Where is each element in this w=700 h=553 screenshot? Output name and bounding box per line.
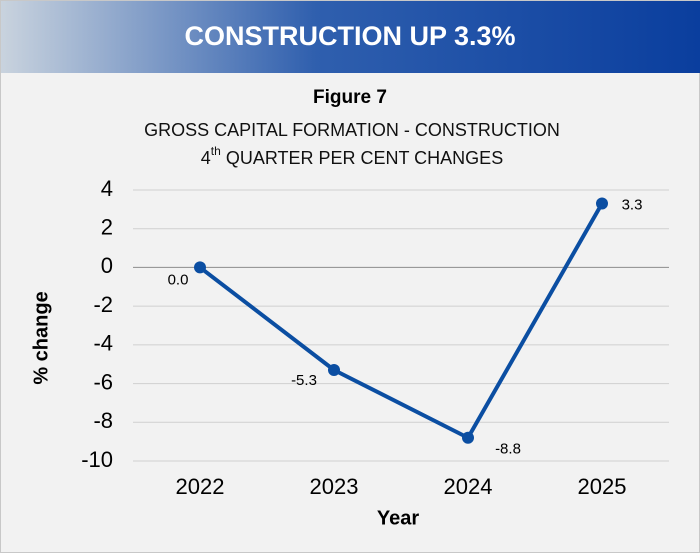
figure-label: Figure 7 (313, 87, 387, 108)
chart-title: GROSS CAPITAL FORMATION - CONSTRUCTION (144, 120, 560, 140)
x-tick-label: 2022 (176, 474, 225, 499)
x-tick-label: 2025 (578, 474, 627, 499)
marker (462, 431, 474, 444)
data-label: -5.3 (291, 372, 317, 389)
y-tick-label: 4 (101, 176, 113, 201)
y-axis-label: % change (30, 291, 52, 384)
line (198, 202, 604, 440)
data-label: -8.8 (495, 441, 521, 458)
subtitle-superscript: th (211, 144, 221, 158)
x-tick-label: 2023 (310, 474, 359, 499)
subtitle-number: 4 (201, 148, 211, 168)
y-tick-label: -6 (93, 369, 113, 394)
x-tick-label: 2024 (444, 474, 493, 499)
header-title: CONSTRUCTION UP 3.3% (184, 21, 515, 51)
y-tick-label: -8 (93, 408, 113, 433)
data-label: 0.0 (168, 271, 189, 288)
chart-subtitle: 4th QUARTER PER CENT CHANGES (201, 144, 503, 168)
marker (194, 261, 206, 274)
subtitle-text: QUARTER PER CENT CHANGES (226, 148, 503, 168)
marker (596, 197, 608, 210)
marker (328, 364, 340, 377)
y-tick-label: -2 (93, 292, 113, 317)
data-label: 3.3 (622, 197, 643, 214)
y-tick-label: -4 (93, 331, 113, 356)
y-tick-label: -10 (81, 447, 113, 472)
x-axis-label: Year (377, 507, 419, 529)
header-banner (1, 1, 700, 73)
y-tick-label: 2 (101, 215, 113, 240)
y-tick-label: 0 (101, 253, 113, 278)
